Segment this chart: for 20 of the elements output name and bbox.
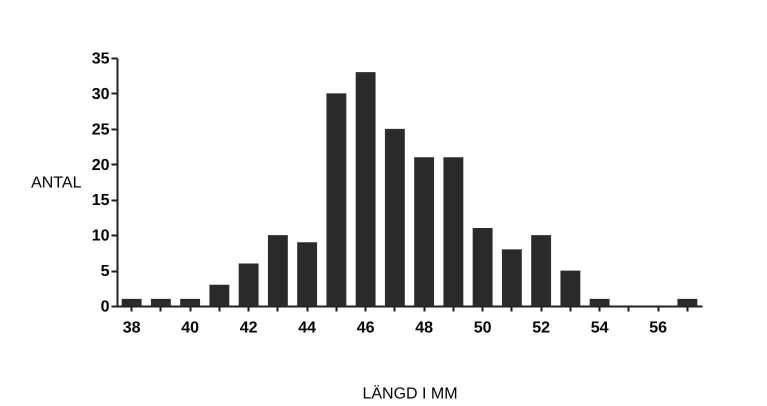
x-tick-label: 42 bbox=[240, 320, 258, 336]
x-tick-label: 38 bbox=[122, 320, 141, 336]
x-tick-label: 46 bbox=[356, 320, 375, 336]
y-tick-label: 15 bbox=[92, 192, 110, 210]
x-tick-label: 48 bbox=[415, 320, 434, 336]
y-tick-label: 35 bbox=[92, 50, 110, 68]
x-tick-label: 52 bbox=[532, 320, 550, 336]
y-tick-label: 20 bbox=[92, 156, 110, 174]
x-axis-title: LÄNGD I MM bbox=[362, 384, 458, 402]
x-tick-label: 56 bbox=[649, 320, 668, 336]
x-tick-label: 50 bbox=[474, 320, 492, 336]
y-axis-title: ANTAL bbox=[31, 174, 82, 192]
y-tick-label: 10 bbox=[92, 228, 110, 245]
x-tick-label: 44 bbox=[298, 320, 316, 336]
y-tick-label: 5 bbox=[100, 263, 110, 280]
x-tick-label: 40 bbox=[181, 320, 200, 336]
x-tick-label: 54 bbox=[590, 320, 609, 336]
y-tick-label: 30 bbox=[92, 86, 110, 103]
y-tick-label: 0 bbox=[100, 298, 110, 316]
y-tick-label: 25 bbox=[92, 121, 110, 138]
